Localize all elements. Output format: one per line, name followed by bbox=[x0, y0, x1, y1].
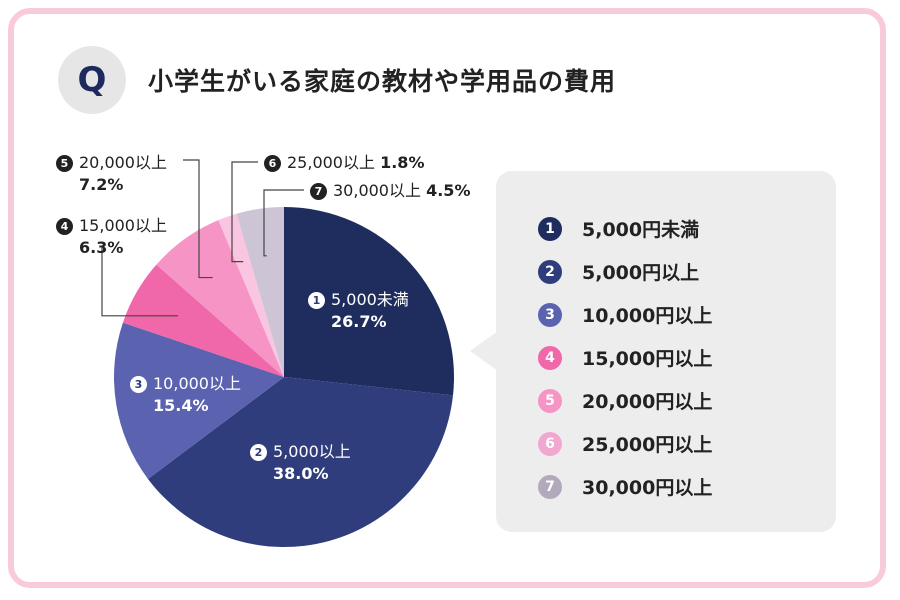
chart-title: 小学生がいる家庭の教材や学用品の費用 bbox=[148, 67, 617, 96]
legend-item-4: 4 15,000円以上 bbox=[538, 336, 712, 379]
legend-label-4: 15,000円以上 bbox=[582, 348, 713, 370]
slice-label-5-pct: 7.2% bbox=[79, 175, 124, 194]
slice-label-6-text: 25,000以上 bbox=[287, 153, 375, 172]
slice-label-7-num: 7 bbox=[310, 183, 327, 200]
legend-label-7: 30,000円以上 bbox=[582, 477, 713, 499]
slice-label-3-num: 3 bbox=[130, 376, 147, 393]
slice-label-2-text: 5,000以上 bbox=[273, 442, 351, 461]
pie-slice-6 bbox=[218, 213, 284, 377]
slice-label-4-text: 15,000以上 bbox=[79, 216, 167, 235]
legend-dot-1: 1 bbox=[538, 216, 562, 241]
slice-label-3-text: 10,000以上 bbox=[153, 374, 241, 393]
slice-label-4: 4 15,000以上 6.3% bbox=[56, 215, 167, 259]
legend-pointer bbox=[470, 331, 498, 371]
legend-item-5: 5 20,000円以上 bbox=[538, 379, 712, 422]
slice-label-1-pct: 26.7% bbox=[331, 312, 387, 331]
slice-label-5-num: 5 bbox=[56, 155, 73, 172]
legend-dot-6: 6 bbox=[538, 431, 562, 456]
pie-slice-7 bbox=[236, 207, 284, 377]
leader-line-7 bbox=[263, 189, 304, 257]
pie-slice-4 bbox=[122, 264, 284, 377]
slice-label-6-pct: 1.8% bbox=[380, 153, 425, 172]
pie-slice-3 bbox=[113, 322, 284, 479]
slice-label-6: 6 25,000以上 1.8% bbox=[264, 152, 424, 174]
legend-item-2: 2 5,000円以上 bbox=[538, 250, 712, 293]
leader-line-4 bbox=[101, 248, 178, 317]
legend-item-1: 1 5,000円未満 bbox=[538, 207, 712, 250]
legend-label-6: 25,000円以上 bbox=[582, 434, 713, 456]
slice-label-7: 7 30,000以上 4.5% bbox=[310, 180, 470, 202]
slice-label-2: 2 5,000以上 38.0% bbox=[250, 441, 351, 485]
slice-label-1-num: 1 bbox=[308, 292, 325, 309]
slice-label-6-num: 6 bbox=[264, 155, 281, 172]
legend: 1 5,000円未満 2 5,000円以上 3 10,000円以上 4 15,0… bbox=[538, 207, 712, 508]
slice-label-7-text: 30,000以上 bbox=[333, 181, 421, 200]
slice-label-4-pct: 6.3% bbox=[79, 238, 124, 257]
legend-dot-2: 2 bbox=[538, 259, 562, 284]
slice-label-2-pct: 38.0% bbox=[273, 464, 329, 483]
pie-slice-2 bbox=[147, 377, 454, 548]
legend-dot-4: 4 bbox=[538, 345, 562, 370]
question-badge-letter: Q bbox=[77, 60, 107, 100]
pie-slice-1 bbox=[284, 207, 454, 396]
legend-item-6: 6 25,000円以上 bbox=[538, 422, 712, 465]
leader-line-5 bbox=[183, 159, 213, 279]
legend-label-2: 5,000円以上 bbox=[582, 262, 700, 284]
legend-item-7: 7 30,000円以上 bbox=[538, 465, 712, 508]
legend-label-1: 5,000円未満 bbox=[582, 219, 700, 241]
pie-slice-5 bbox=[156, 220, 284, 377]
slice-label-7-pct: 4.5% bbox=[426, 181, 471, 200]
legend-dot-5: 5 bbox=[538, 388, 562, 413]
legend-dot-3: 3 bbox=[538, 302, 562, 327]
legend-dot-7: 7 bbox=[538, 474, 562, 499]
slice-label-2-num: 2 bbox=[250, 444, 267, 461]
slice-label-5: 5 20,000以上 7.2% bbox=[56, 152, 167, 196]
slice-label-1-text: 5,000未満 bbox=[331, 290, 409, 309]
leader-line-6 bbox=[231, 161, 258, 263]
slice-label-1: 1 5,000未満 26.7% bbox=[308, 289, 409, 333]
slice-label-4-num: 4 bbox=[56, 218, 73, 235]
legend-label-5: 20,000円以上 bbox=[582, 391, 713, 413]
legend-item-3: 3 10,000円以上 bbox=[538, 293, 712, 336]
legend-label-3: 10,000円以上 bbox=[582, 305, 713, 327]
slice-label-5-text: 20,000以上 bbox=[79, 153, 167, 172]
slice-label-3: 3 10,000以上 15.4% bbox=[130, 373, 241, 417]
slice-label-3-pct: 15.4% bbox=[153, 396, 209, 415]
question-badge: Q bbox=[58, 46, 126, 114]
